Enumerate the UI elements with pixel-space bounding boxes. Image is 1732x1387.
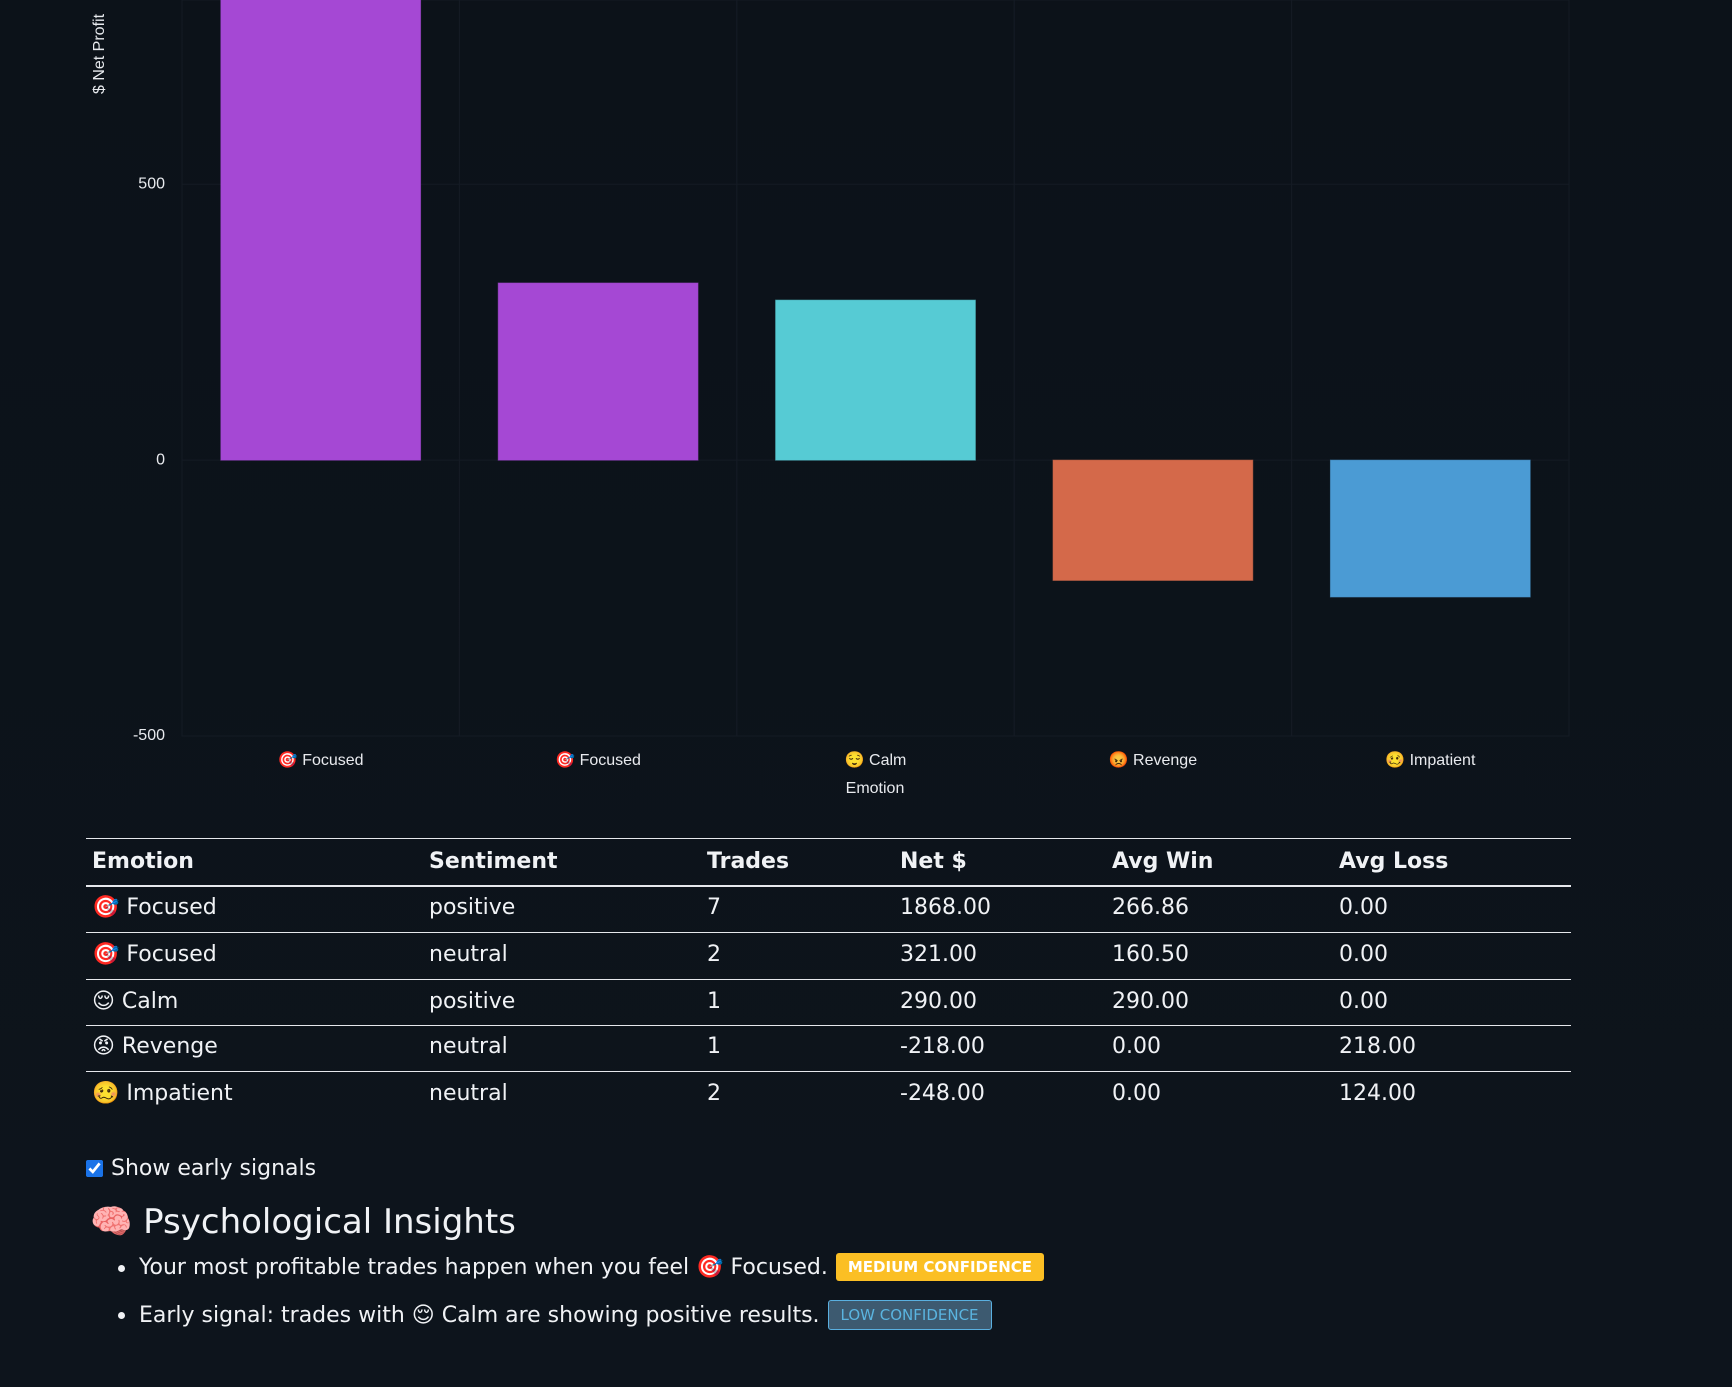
row-border [86, 979, 1571, 980]
x-tick-label: 🎯 Focused [278, 751, 364, 769]
insight-text: Early signal: trades with 😌 Calm are sho… [139, 1302, 820, 1328]
plot-area [220, 0, 1531, 598]
table-cell: 0.00 [1112, 1034, 1161, 1059]
table-cell: neutral [429, 1081, 508, 1106]
insights-title: 🧠 Psychological Insights [90, 1202, 516, 1242]
table-cell: -218.00 [900, 1034, 985, 1059]
grid-band [1013, 0, 1293, 737]
table-cell: 😡 Revenge [92, 1034, 218, 1059]
table-cell: 1 [707, 989, 721, 1014]
table-cell: 7 [707, 895, 721, 920]
bar [220, 0, 422, 461]
bar [775, 299, 976, 461]
table-cell: 1868.00 [900, 895, 991, 920]
table-cell: positive [429, 989, 516, 1014]
table-cell: 🎯 Focused [92, 942, 217, 967]
table-header: Emotion [92, 849, 194, 874]
checkbox-label: Show early signals [111, 1156, 317, 1181]
table-cell: 266.86 [1112, 895, 1189, 920]
table-top-border [86, 838, 1571, 839]
table-cell: 😌 Calm [92, 989, 179, 1014]
checkbox-input[interactable] [86, 1160, 103, 1177]
bar [1329, 459, 1531, 598]
table-header: Sentiment [429, 849, 558, 874]
bullet [118, 1312, 125, 1319]
table-cell: 0.00 [1112, 1081, 1161, 1106]
table-cell: 2 [707, 942, 721, 967]
table-cell: 124.00 [1339, 1081, 1416, 1106]
chart: $ Net Profit Emotion -500 0 500 🎯 Focused 🎯 … [91, 0, 1570, 797]
table-cell: positive [429, 895, 516, 920]
bullet [118, 1265, 125, 1272]
x-tick-label: 🎯 Focused [555, 751, 641, 769]
row-border [86, 1025, 1571, 1026]
table-cell: 290.00 [900, 989, 977, 1014]
bar [1052, 459, 1254, 581]
table-cell: 0.00 [1339, 895, 1388, 920]
table-cell: neutral [429, 1034, 508, 1059]
table-header: Avg Win [1112, 849, 1214, 874]
y-tick-label: 0 [156, 451, 165, 468]
insight-item: Your most profitable trades happen when … [139, 1253, 1045, 1281]
x-tick-label: 😡 Revenge [1109, 751, 1198, 769]
row-border [86, 932, 1571, 933]
table-cell: 160.50 [1112, 942, 1189, 967]
table-header: Avg Loss [1339, 849, 1449, 874]
table-cell: neutral [429, 942, 508, 967]
insight-item: Early signal: trades with 😌 Calm are sho… [139, 1300, 992, 1330]
table-cell: 0.00 [1339, 989, 1388, 1014]
row-border [86, 1071, 1571, 1072]
x-axis-title: Emotion [846, 780, 905, 797]
table-cell: 0.00 [1339, 942, 1388, 967]
table-header-border [86, 885, 1571, 887]
table-cell: -248.00 [900, 1081, 985, 1106]
table-cell: 🥴 Impatient [92, 1081, 233, 1106]
checkbox[interactable]: Show early signals [86, 1156, 316, 1181]
grid-band [1291, 0, 1570, 737]
y-axis-title: $ Net Profit [91, 13, 108, 94]
x-tick-label: 😌 Calm [845, 751, 907, 769]
table-cell: 218.00 [1339, 1034, 1416, 1059]
table-cell: 321.00 [900, 942, 977, 967]
insight-text: Your most profitable trades happen when … [139, 1254, 828, 1280]
table-header: Trades [707, 849, 790, 874]
table-cell: 290.00 [1112, 989, 1189, 1014]
y-tick-label: -500 [133, 727, 165, 744]
x-tick-label: 🥴 Impatient [1385, 751, 1476, 769]
y-tick-label: 500 [138, 175, 165, 192]
table-cell: 1 [707, 1034, 721, 1059]
table-header: Net $ [900, 849, 967, 874]
bar [497, 282, 699, 461]
confidence-badge: LOW CONFIDENCE [827, 1300, 992, 1330]
confidence-badge: MEDIUM CONFIDENCE [835, 1253, 1045, 1281]
table-cell: 2 [707, 1081, 721, 1106]
table-cell: 🎯 Focused [92, 895, 217, 920]
